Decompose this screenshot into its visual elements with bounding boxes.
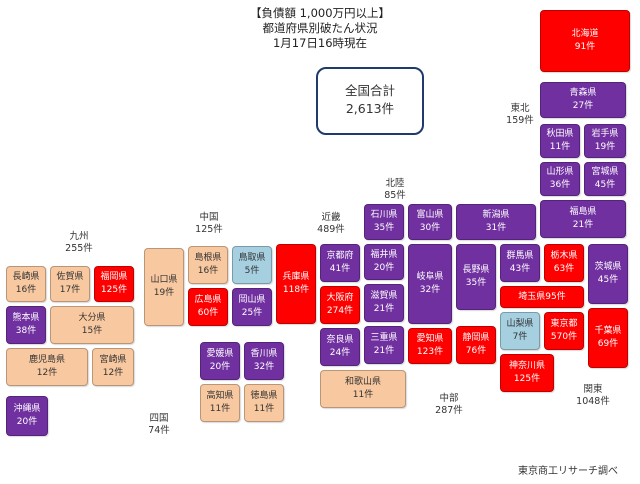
pref-yamagata: 山形県 36件 <box>540 162 580 196</box>
total-label: 全国合計 <box>344 83 395 98</box>
pref-kanagawa: 神奈川県 125件 <box>500 354 554 392</box>
pref-nagano: 長野県 35件 <box>456 244 496 310</box>
pref-kochi: 高知県 11件 <box>200 384 240 422</box>
pref-tochigi: 栃木県 63件 <box>544 244 584 282</box>
pref-shimane: 島根県 16件 <box>188 246 228 284</box>
pref-fukushima: 福島県 21件 <box>540 200 626 238</box>
pref-miyagi: 宮城県 45件 <box>584 162 626 196</box>
pref-toyama: 富山県 30件 <box>408 204 452 240</box>
pref-mie: 三重県 21件 <box>364 326 404 364</box>
pref-fukui: 福井県 20件 <box>364 244 404 280</box>
pref-yamanashi: 山梨県 7件 <box>500 312 540 350</box>
pref-saitama: 埼玉県95件 <box>500 286 584 308</box>
pref-niigata: 新潟県 31件 <box>456 204 536 240</box>
pref-shiga: 滋賀県 21件 <box>364 284 404 322</box>
region-kanto: 関東 1048件 <box>576 384 610 407</box>
pref-okayama: 岡山県 25件 <box>232 288 272 326</box>
map-title: 【負債額 1,000万円以上】 都道府県別破たん状況 1月17日16時現在 <box>0 6 640 51</box>
source-note: 東京商工リサーチ調べ <box>518 466 618 477</box>
pref-kagawa: 香川県 32件 <box>244 342 284 380</box>
region-tohoku: 東北 159件 <box>506 103 534 126</box>
pref-kagoshima: 鹿児島県 12件 <box>6 348 88 386</box>
pref-gifu: 岐阜県 32件 <box>408 244 452 324</box>
pref-ibaraki: 茨城県 45件 <box>588 244 628 304</box>
region-kyushu: 九州 255件 <box>65 231 93 254</box>
pref-tokushima: 徳島県 11件 <box>244 384 284 422</box>
pref-ishikawa: 石川県 35件 <box>364 204 404 240</box>
pref-fukuoka: 福岡県 125件 <box>94 266 134 302</box>
region-shikoku: 四国 74件 <box>148 413 170 436</box>
pref-hokkaido: 北海道 91件 <box>540 10 630 72</box>
pref-aichi: 愛知県 123件 <box>408 328 452 364</box>
pref-akita: 秋田県 11件 <box>540 124 580 158</box>
total-value: 2,613件 <box>345 101 395 116</box>
pref-aomori: 青森県 27件 <box>540 82 626 118</box>
pref-tokyo: 東京都 570件 <box>544 312 584 350</box>
pref-hiroshima: 広島県 60件 <box>188 288 228 326</box>
region-hokuriku: 北陸 85件 <box>384 178 406 201</box>
region-kinki: 近畿 489件 <box>317 212 345 235</box>
title-line-1: 【負債額 1,000万円以上】 <box>249 6 391 20</box>
pref-tottori: 鳥取県 5件 <box>232 246 272 284</box>
pref-nagasaki: 長崎県 16件 <box>6 266 46 302</box>
region-chugoku: 中国 125件 <box>195 212 223 235</box>
pref-oita: 大分県 15件 <box>50 306 134 344</box>
pref-nara: 奈良県 24件 <box>320 328 360 366</box>
region-chubu: 中部 287件 <box>435 393 463 416</box>
pref-shizuoka: 静岡県 76件 <box>456 326 496 364</box>
pref-miyazaki: 宮崎県 12件 <box>92 348 134 386</box>
national-total-box: 全国合計 2,613件 <box>316 67 424 135</box>
pref-ehime: 愛媛県 20件 <box>200 342 240 380</box>
pref-kyoto: 京都府 41件 <box>320 244 360 282</box>
pref-wakayama: 和歌山県 11件 <box>320 370 406 408</box>
title-line-2: 都道府県別破たん状況 <box>262 21 378 35</box>
pref-saga: 佐賀県 17件 <box>50 266 90 302</box>
pref-hyogo: 兵庫県 118件 <box>276 244 316 324</box>
pref-kumamoto: 熊本県 38件 <box>6 306 46 344</box>
pref-gunma: 群馬県 43件 <box>500 244 540 282</box>
pref-chiba: 千葉県 69件 <box>588 308 628 368</box>
pref-okinawa: 沖縄県 20件 <box>6 396 48 436</box>
title-line-3: 1月17日16時現在 <box>272 36 368 50</box>
pref-iwate: 岩手県 19件 <box>584 124 626 158</box>
pref-yamaguchi: 山口県 19件 <box>144 248 184 326</box>
pref-osaka: 大阪府 274件 <box>320 286 360 324</box>
